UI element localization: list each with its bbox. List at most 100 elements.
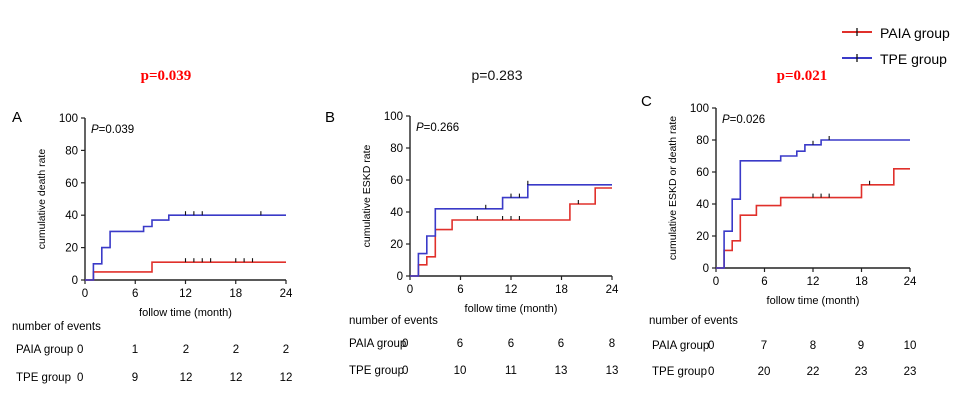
events-cell: 9 — [132, 372, 138, 384]
events-cell: 2 — [283, 344, 289, 356]
events-cell: 10 — [454, 365, 467, 377]
x-tick-label: 18 — [855, 276, 868, 288]
events-row-label: PAIA group — [16, 344, 73, 356]
x-tick-label: 18 — [555, 284, 568, 296]
x-tick-label: 0 — [713, 276, 719, 288]
events-cell: 0 — [402, 365, 408, 377]
y-tick-label: 0 — [703, 263, 709, 275]
events-row-label: TPE group — [16, 372, 71, 384]
x-axis-label: follow time (month) — [767, 295, 860, 307]
events-cell: 8 — [609, 338, 615, 350]
y-tick-label: 80 — [65, 145, 78, 157]
events-cell: 0 — [708, 366, 714, 378]
x-tick-label: 24 — [280, 288, 293, 300]
y-axis-label: cumulative ESKD rate — [361, 144, 373, 247]
events-cell: 10 — [904, 340, 917, 352]
y-tick-label: 20 — [696, 231, 709, 243]
y-tick-label: 100 — [59, 113, 78, 125]
header-pvalue-c: p=0.021 — [777, 68, 828, 84]
y-tick-label: 60 — [696, 167, 709, 179]
p-value-annotation: P=0.266 — [416, 122, 459, 134]
x-tick-label: 12 — [807, 276, 820, 288]
events-cell: 0 — [77, 372, 83, 384]
events-cell: 8 — [810, 340, 816, 352]
events-cell: 0 — [402, 338, 408, 350]
legend-tpe-label: TPE group — [880, 51, 947, 67]
x-tick-label: 24 — [904, 276, 917, 288]
x-tick-label: 6 — [457, 284, 463, 296]
series-line-paia — [716, 168, 910, 269]
y-tick-label: 40 — [65, 210, 78, 222]
x-axis-label: follow time (month) — [139, 307, 232, 319]
events-cell: 7 — [761, 340, 767, 352]
y-tick-label: 20 — [65, 243, 78, 255]
p-value-annotation: P=0.039 — [91, 124, 134, 136]
series-line-tpe — [716, 139, 910, 269]
series-line-paia — [410, 187, 612, 277]
x-tick-label: 0 — [407, 284, 413, 296]
events-cell: 9 — [858, 340, 864, 352]
events-cell: 6 — [558, 338, 564, 350]
y-tick-label: 80 — [390, 143, 403, 155]
y-tick-label: 40 — [696, 199, 709, 211]
panel-label-c: C — [641, 93, 652, 110]
y-tick-label: 40 — [390, 207, 403, 219]
panel-label-b: B — [325, 109, 335, 126]
y-tick-label: 0 — [72, 275, 78, 287]
events-cell: 6 — [508, 338, 514, 350]
events-cell: 23 — [855, 366, 868, 378]
y-tick-label: 80 — [696, 135, 709, 147]
p-value-annotation: P=0.026 — [722, 114, 765, 126]
series-line-tpe — [410, 184, 612, 277]
events-cell: 13 — [606, 365, 619, 377]
x-tick-label: 12 — [505, 284, 518, 296]
events-cell: 12 — [180, 372, 193, 384]
series-line-tpe — [85, 214, 286, 281]
legend-paia-label: PAIA group — [880, 25, 950, 41]
events-table-title: number of events — [12, 321, 101, 333]
events-table-title: number of events — [349, 315, 438, 327]
events-cell: 20 — [758, 366, 771, 378]
events-cell: 22 — [807, 366, 820, 378]
x-tick-label: 12 — [179, 288, 192, 300]
y-tick-label: 0 — [397, 271, 403, 283]
y-axis-label: cumulative death rate — [36, 149, 48, 250]
events-table-title: number of events — [649, 315, 738, 327]
x-tick-label: 6 — [132, 288, 138, 300]
events-cell: 2 — [233, 344, 239, 356]
x-axis-label: follow time (month) — [465, 303, 558, 315]
panel-label-a: A — [12, 109, 22, 126]
events-cell: 11 — [505, 365, 517, 377]
y-tick-label: 100 — [384, 111, 403, 123]
events-cell: 0 — [708, 340, 714, 352]
events-cell: 0 — [77, 344, 83, 356]
events-row-label: TPE group — [652, 366, 707, 378]
events-cell: 23 — [904, 366, 917, 378]
events-row-label: PAIA group — [349, 338, 406, 350]
events-row-label: TPE group — [349, 365, 404, 377]
legend: PAIA group TPE group — [842, 25, 950, 67]
events-cell: 13 — [555, 365, 568, 377]
events-cell: 1 — [132, 344, 138, 356]
events-cell: 12 — [280, 372, 293, 384]
y-tick-label: 60 — [390, 175, 403, 187]
x-tick-label: 6 — [761, 276, 767, 288]
series-line-paia — [85, 261, 286, 281]
events-row-label: PAIA group — [652, 340, 709, 352]
y-tick-label: 20 — [390, 239, 403, 251]
x-tick-label: 24 — [606, 284, 619, 296]
header-pvalue-a: p=0.039 — [141, 68, 192, 84]
y-tick-label: 100 — [690, 103, 709, 115]
x-tick-label: 18 — [229, 288, 242, 300]
events-cell: 6 — [457, 338, 463, 350]
events-cell: 2 — [183, 344, 189, 356]
y-axis-label: cumulative ESKD or death rate — [667, 116, 679, 260]
header-pvalue-b: p=0.283 — [472, 67, 523, 83]
x-tick-label: 0 — [82, 288, 88, 300]
y-tick-label: 60 — [65, 178, 78, 190]
events-cell: 12 — [230, 372, 243, 384]
